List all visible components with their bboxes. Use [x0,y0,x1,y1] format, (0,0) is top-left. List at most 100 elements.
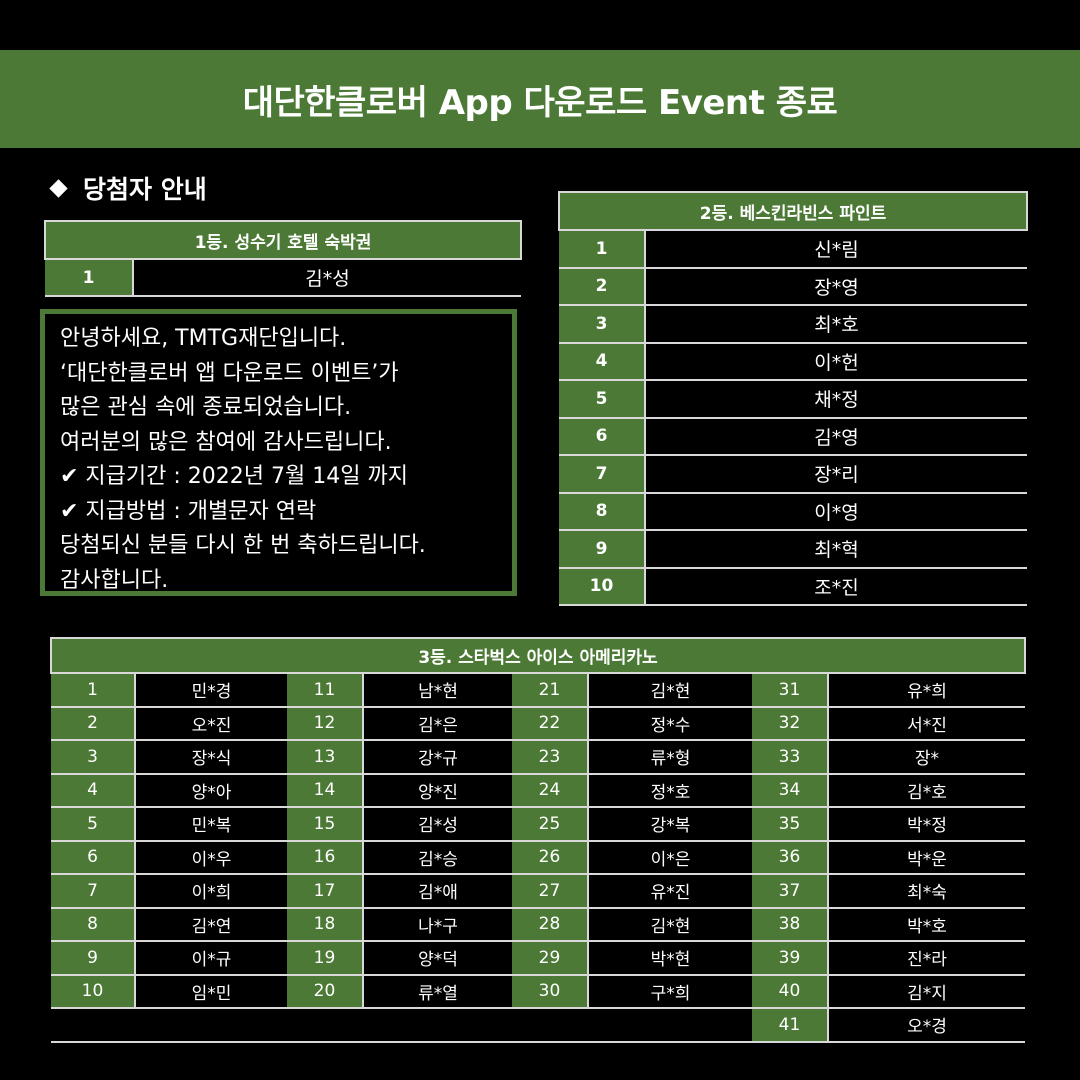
winner-number: 38 [752,907,829,942]
winner-name: 오*진 [135,706,287,741]
table-row: 2 장*영 [559,267,1027,306]
winner-name: 김*지 [828,974,1025,1009]
winner-name: 구*희 [588,974,752,1009]
winner-name: 양*아 [135,773,287,808]
event-banner: 대단한클로버 App 다운로드 Event 종료 [0,50,1080,148]
winner-number: 4 [51,773,136,808]
winner-number: 41 [752,1008,829,1043]
winner-name: 신*림 [645,230,1027,269]
winner-number: 27 [512,874,589,909]
winner-name: 남*현 [363,673,512,708]
winner-name: 민*경 [135,673,287,708]
table-row: 41 오*경 [51,1008,1025,1043]
winner-number: 21 [512,673,589,708]
winner-name: 장*식 [135,740,287,775]
winner-number: 29 [512,941,589,976]
winner-name: 이*은 [588,840,752,875]
winner-number: 32 [752,706,829,741]
winner-name: 나*구 [363,907,512,942]
table-row: 2 오*진 12 김*은 22 정*수 32 서*진 [51,706,1025,741]
diamond-icon [49,178,68,198]
table-row: 1 신*림 [559,230,1027,269]
winner-name: 최*혁 [645,530,1027,569]
winner-name: 김*은 [363,706,512,741]
notice-line: 많은 관심 속에 종료되었습니다. [60,395,352,420]
winner-number: 23 [512,740,589,775]
notice-line: 당첨되신 분들 다시 한 번 축하드립니다. [60,533,426,558]
winner-name: 장* [828,740,1025,775]
winner-number: 8 [559,492,646,531]
winner-name: 정*수 [588,706,752,741]
winner-number: 14 [287,773,364,808]
winner-number: 40 [752,974,829,1009]
winner-name: 장*리 [645,455,1027,494]
winner-name: 서*진 [828,706,1025,741]
notice-line: 감사합니다. [60,567,169,593]
winner-name: 박*운 [828,840,1025,875]
winner-number: 31 [752,673,829,708]
winner-number: 1 [559,230,646,269]
winner-number: 25 [512,807,589,842]
notice-line: ✔ 지급방법 : 개별문자 연락 [60,498,317,524]
winner-number: 9 [559,530,646,569]
winner-name: 김*성 [363,807,512,842]
winner-name: 박*현 [588,941,752,976]
winner-name: 장*영 [645,267,1027,306]
winner-number: 16 [287,840,364,875]
winner-name: 이*규 [135,941,287,976]
winner-number: 6 [559,417,646,456]
winner-name: 김*연 [135,907,287,942]
winner-number: 5 [51,807,136,842]
winner-number: 28 [512,907,589,942]
winner-name: 김*현 [588,673,752,708]
prize3-title: 3등. 스타벅스 아이스 아메리카노 [50,637,1026,674]
banner-title: 대단한클로버 App 다운로드 Event 종료 [242,82,838,123]
winner-number: 10 [559,567,646,606]
table-row: 8 김*연 18 나*구 28 김*현 38 박*호 [51,907,1025,942]
prize1-table: 1등. 성수기 호텔 숙박권 1 김*성 [44,220,522,297]
winner-name: 김*호 [828,773,1025,808]
winner-name: 최*호 [645,305,1027,344]
winner-number: 20 [287,974,364,1009]
section-title-label: 당첨자 안내 [83,175,207,204]
winner-number: 17 [287,874,364,909]
table-row: 6 이*우 16 김*승 26 이*은 36 박*운 [51,840,1025,875]
table-row: 4 양*아 14 양*진 24 정*호 34 김*호 [51,773,1025,808]
notice-line: ‘대단한클로버 앱 다운로드 이벤트’가 [60,360,399,386]
winner-number: 4 [559,342,646,381]
winner-number: 24 [512,773,589,808]
winners-section-title: 당첨자 안내 [49,170,207,206]
winner-number: 1 [51,673,136,708]
table-row: 9 최*혁 [559,530,1027,569]
winner-number: 10 [51,974,136,1009]
notice-line: ✔ 지급기간 : 2022년 7월 14일 까지 [60,464,408,489]
table-row: 7 이*희 17 김*애 27 유*진 37 최*숙 [51,874,1025,909]
winner-number: 26 [512,840,589,875]
winner-name: 류*열 [363,974,512,1009]
winner-name: 박*정 [828,807,1025,842]
winner-number: 2 [51,706,136,741]
winner-name: 강*규 [363,740,512,775]
winner-name: 이*영 [645,492,1027,531]
winner-name: 유*진 [588,874,752,909]
winner-name: 정*호 [588,773,752,808]
table-row: 1 민*경 11 남*현 21 김*현 31 유*희 [51,673,1025,708]
winner-number: 6 [51,840,136,875]
notice-line: 안녕하세요, TMTG재단입니다. [60,326,347,351]
winner-name: 오*경 [828,1008,1025,1043]
winner-name: 이*헌 [645,342,1027,381]
prize3-table: 3등. 스타벅스 아이스 아메리카노 1 민*경 11 남*현 21 김*현 31 유*희 2 오… [50,637,1026,1043]
winner-number: 12 [287,706,364,741]
winner-number: 18 [287,907,364,942]
winner-number: 2 [559,267,646,306]
winner-number: 11 [287,673,364,708]
table-row: 1 김*성 [45,259,521,297]
winner-name: 최*숙 [828,874,1025,909]
winner-number: 9 [51,941,136,976]
table-row: 3 장*식 13 강*규 23 류*형 33 장* [51,740,1025,775]
table-row: 8 이*영 [559,492,1027,531]
notice-box: 안녕하세요, TMTG재단입니다. ‘대단한클로버 앱 다운로드 이벤트’가 많… [40,309,517,596]
winner-name: 조*진 [645,567,1027,606]
winner-name: 임*민 [135,974,287,1009]
winner-number: 36 [752,840,829,875]
